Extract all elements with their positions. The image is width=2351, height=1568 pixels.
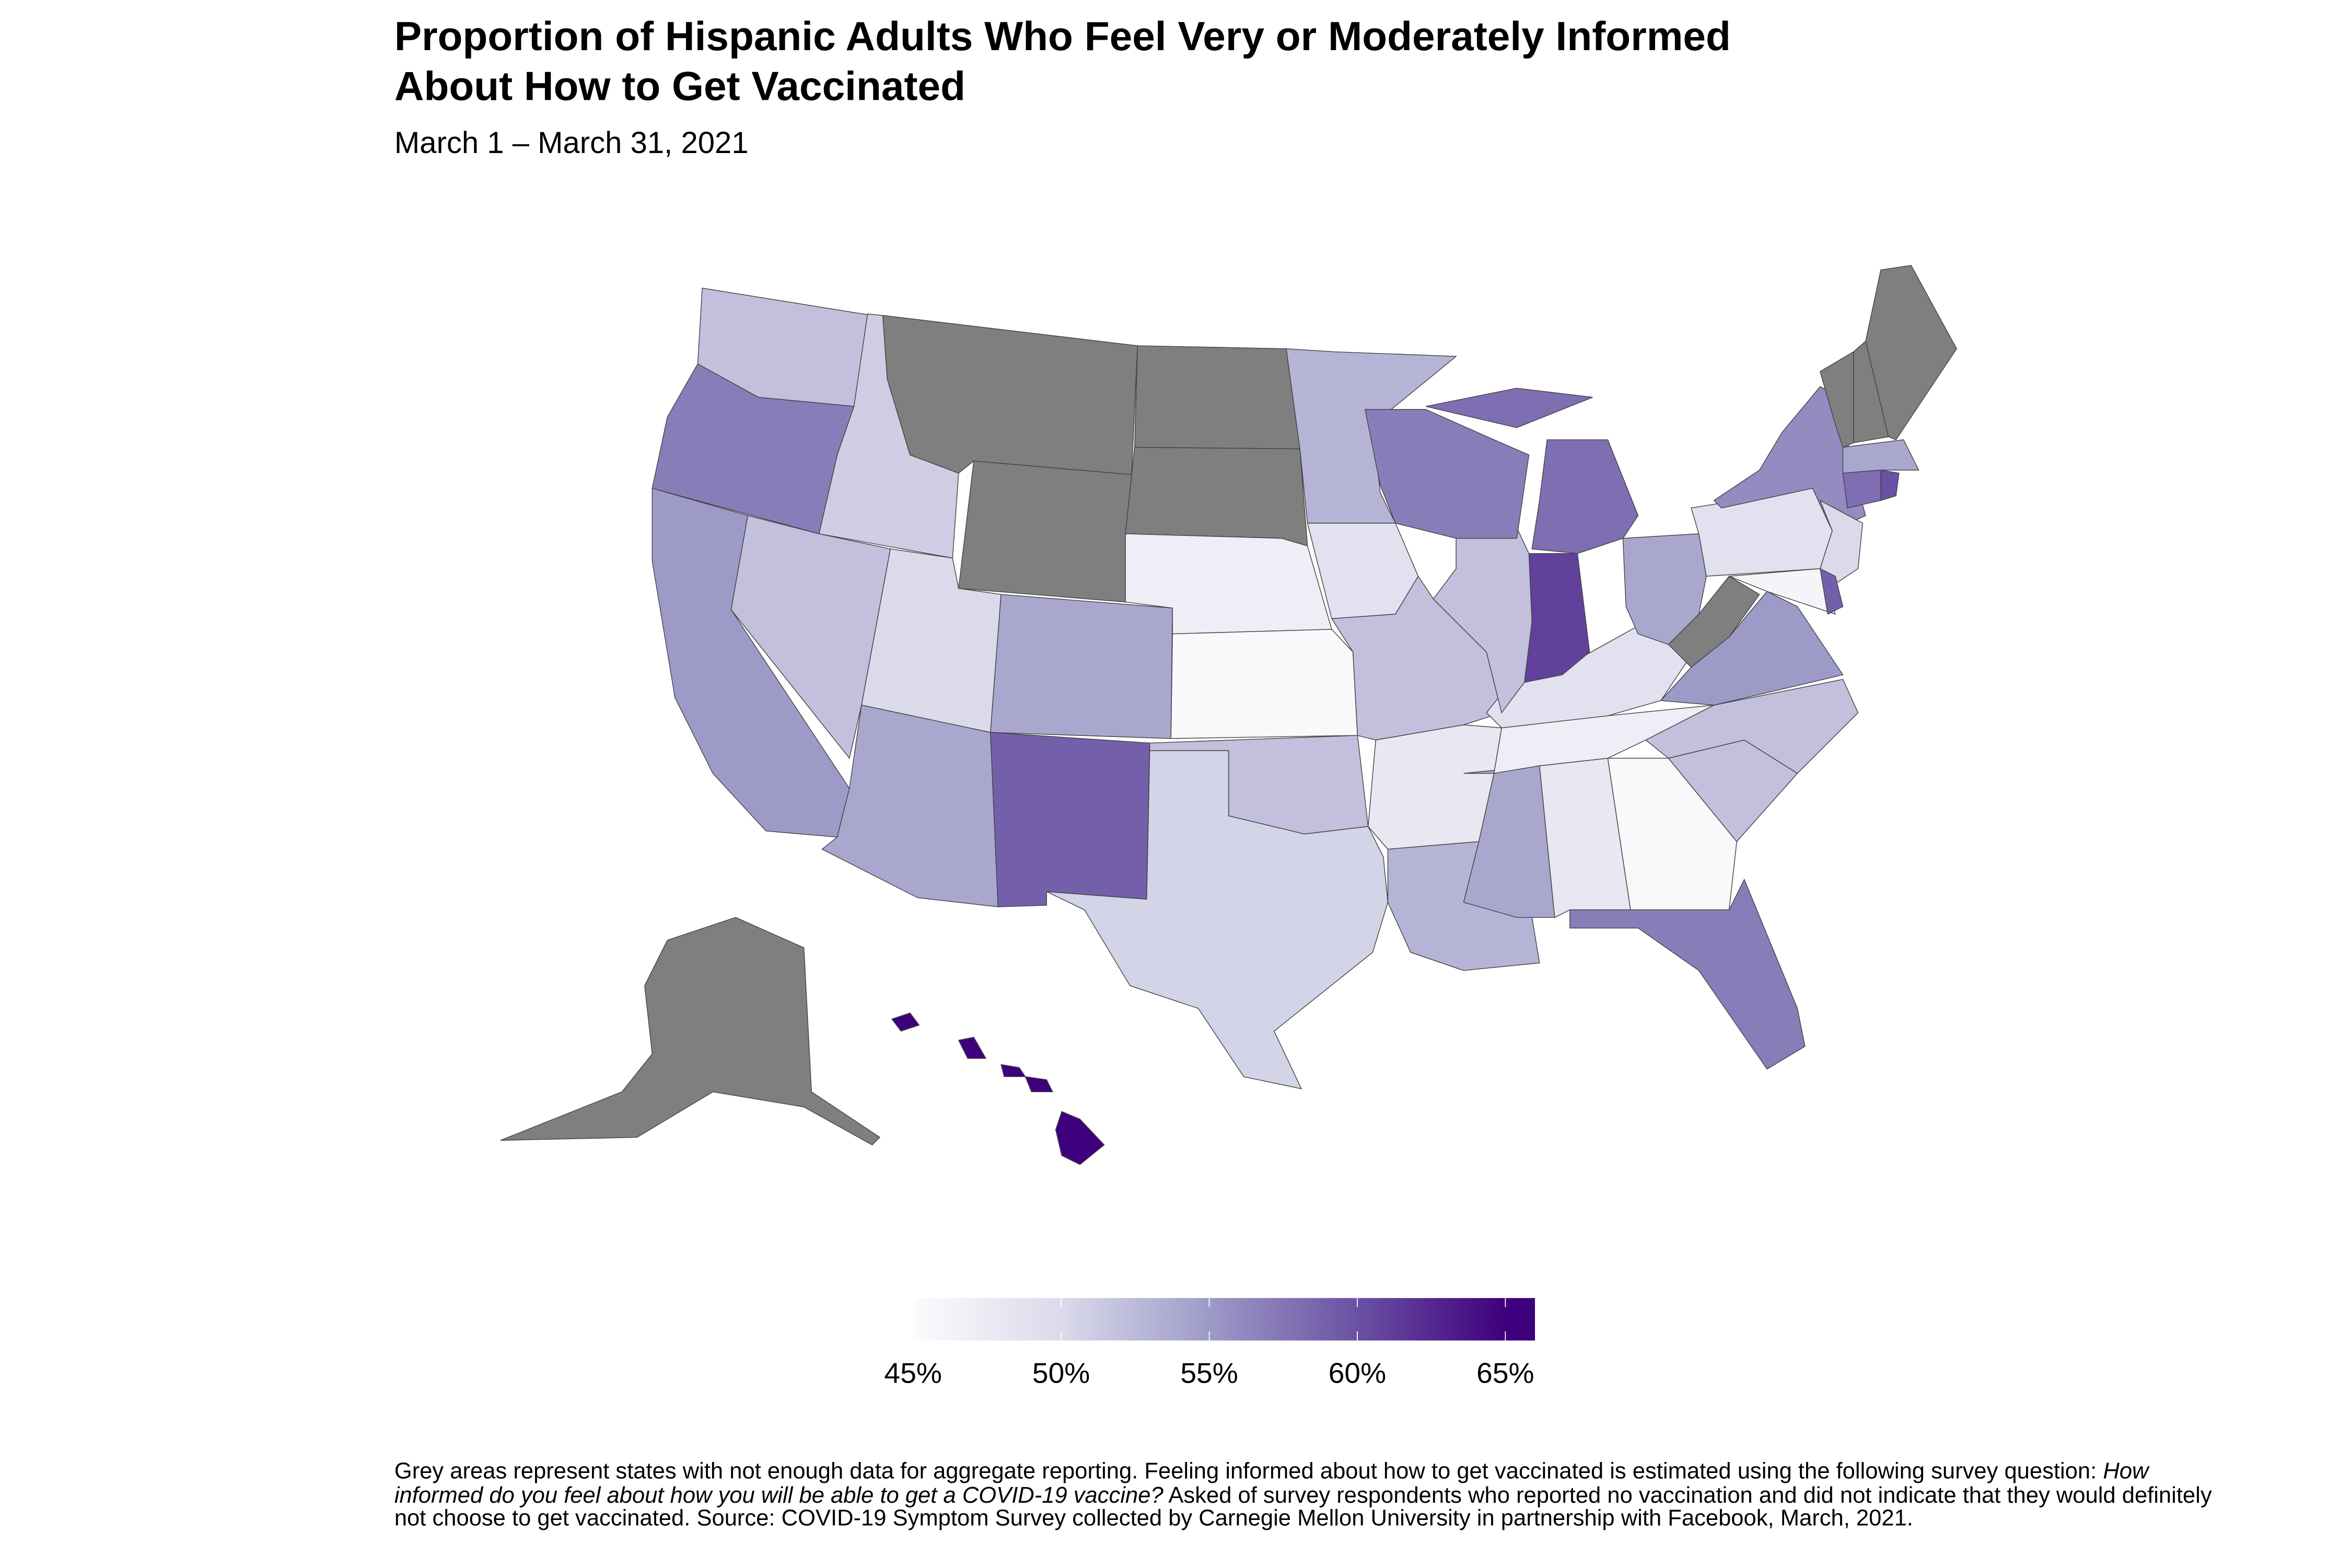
state-wy [958,460,1132,603]
title-line-1: Proportion of Hispanic Adults Who Feel V… [394,14,1731,60]
legend-ticks [912,1298,1506,1341]
state-hi [958,1036,987,1059]
state-il [1433,522,1532,714]
state-nd [1134,345,1300,450]
state-me [1865,265,1958,440]
state-vt [1820,351,1854,448]
state-ma [1842,439,1919,474]
state-wi [1365,409,1530,539]
footnote-question: How informed do you feel about how you w… [394,1458,2149,1508]
state-mt [882,315,1138,475]
legend [912,1298,1535,1341]
state-mi [1531,439,1639,554]
state-ak [500,917,881,1145]
legend-tick-label: 45% [884,1359,942,1391]
state-ks [1170,629,1358,739]
title-line-2: About How to Get Vaccinated [394,63,966,110]
footnote-text: Grey areas represent states with not eno… [394,1458,2103,1485]
state-ct [1842,470,1881,509]
legend-tick-label: 50% [1032,1359,1090,1391]
state-nc [1645,678,1859,774]
footnote: Grey areas represent states with not eno… [394,1460,2215,1531]
state-hi [1000,1064,1026,1078]
state-fl [1569,879,1806,1070]
state-sd [1125,447,1308,547]
chart-title: Proportion of Hispanic Adults Who Feel V… [394,12,2063,112]
state-mi [1425,388,1593,428]
state-tx [1046,750,1389,1090]
state-pa [1691,488,1833,577]
state-ri [1880,470,1900,501]
footnote-source: Asked of survey respondents who reported… [394,1482,2212,1532]
legend-tick-label: 65% [1476,1359,1534,1391]
legend-colorbar [913,1298,1535,1341]
state-md [1729,568,1836,615]
state-nm [990,732,1150,907]
state-hi [891,1012,920,1032]
chart-subtitle: March 1 – March 31, 2021 [394,127,749,161]
state-co [990,594,1173,739]
state-de [1819,568,1844,615]
states-layer [500,265,1958,1165]
state-hi [1055,1111,1105,1165]
legend-tick-label: 55% [1180,1359,1238,1391]
state-hi [1025,1076,1054,1093]
legend-tick-label: 60% [1328,1359,1387,1391]
